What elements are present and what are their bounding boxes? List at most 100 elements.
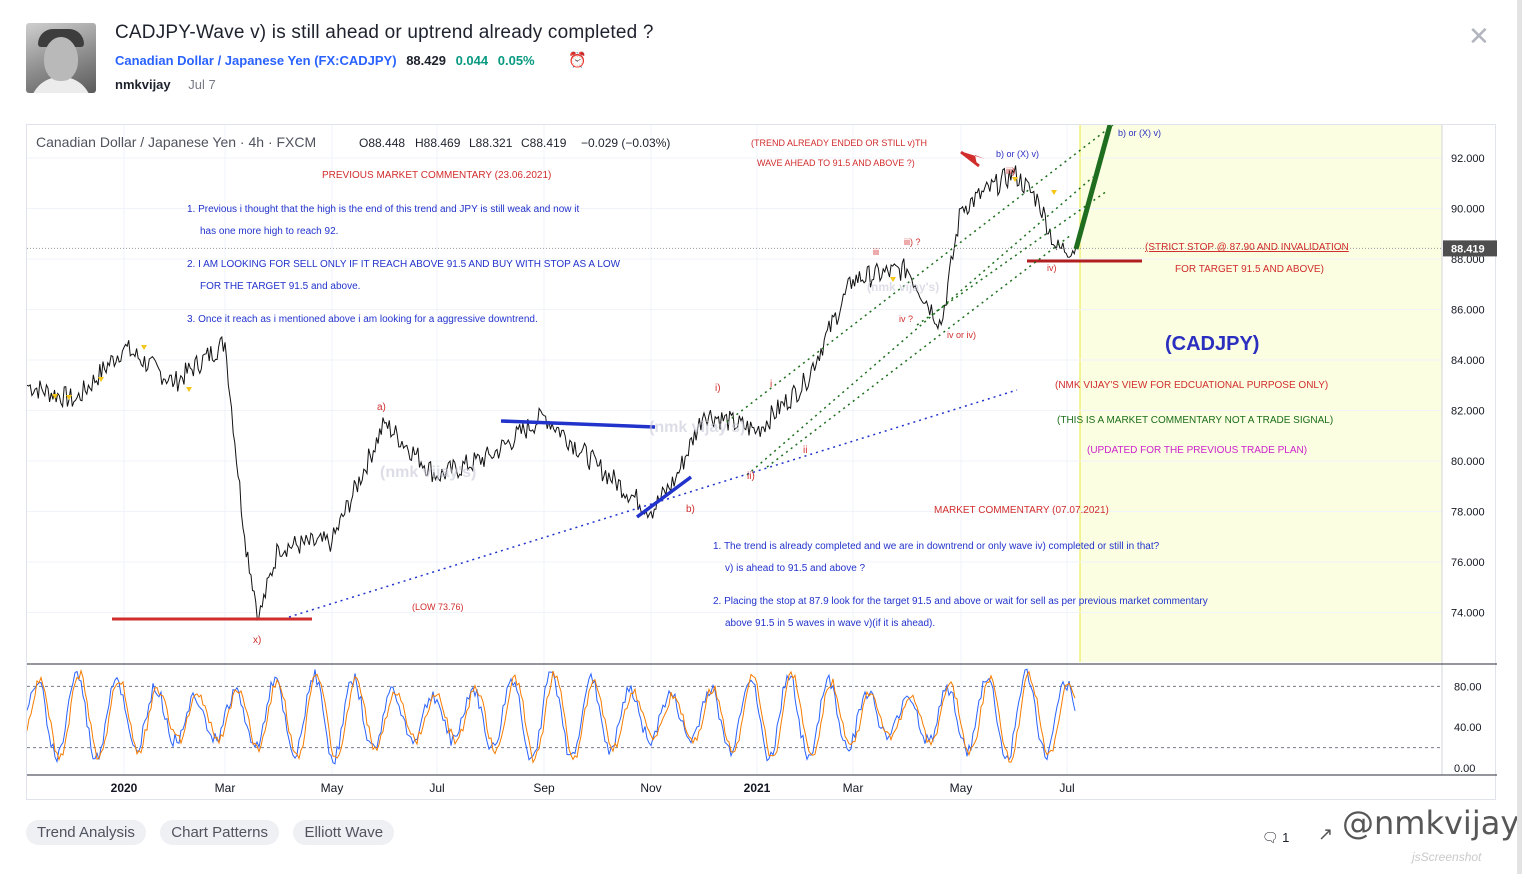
market-commentary-title: MARKET COMMENTARY (07.07.2021) [934,505,1109,516]
ohlc-open: O88.448 [359,136,405,150]
author-avatar[interactable] [26,23,96,93]
y-tick-label: 90.000 [1451,204,1485,216]
channel-lower [766,234,1072,468]
drawings [27,125,1442,621]
osc-level-label: 0.00 [1454,763,1475,775]
fractal-marker [186,387,192,392]
triangle-top-line [500,419,656,429]
x-tick-label: Nov [640,781,661,795]
strict-stop-1: (STRICT STOP @ 87.90 AND INVALIDATION [1145,242,1349,253]
chart-title: Canadian Dollar / Japanese Yen · 4h · FX… [36,134,316,150]
y-tick-label: 80.000 [1451,456,1485,468]
mc-point-1a: 1. The trend is already completed and we… [713,541,1160,552]
fractal-marker [141,345,147,350]
ohlc-low: L88.321 [469,136,513,150]
avatar-face [44,37,78,81]
big-symbol-label: (CADJPY) [1165,333,1259,355]
y-tick-label: 76.000 [1451,557,1485,569]
avatar-shirt [30,77,92,93]
fractal-marker [1051,190,1057,195]
wave-label-iv-or: iv or iv) [947,330,976,340]
wave-label-i: i [770,379,772,390]
wave-label-iii-q: iii) ? [904,237,921,247]
comments-count: 1 [1282,830,1290,845]
mc-point-1b: v) is ahead to 91.5 and above ? [725,563,866,574]
comments-button[interactable]: 🗨 1 [1262,830,1289,846]
chart-container[interactable]: Canadian Dollar / Japanese Yen · 4h · FX… [26,124,1497,801]
osc-level-label: 40.00 [1454,722,1482,734]
prev-point-1b: has one more high to reach 92. [200,226,338,237]
ohlc-close: C88.419 [521,136,567,150]
symbol-change: 0.044 [455,53,489,68]
osc-d-line [27,668,1076,764]
byline: nmkvijay Jul 7 [115,77,216,92]
publish-date: Jul 7 [188,77,216,92]
symbol-name[interactable]: Canadian Dollar / Japanese Yen [115,53,311,68]
mc-point-2b: above 91.5 in 5 waves in wave v)(if it i… [725,618,935,629]
triangle-bottom-line [635,475,693,519]
chart-watermark-3: (nmk vijay's) [867,280,939,294]
screenshot-watermark: jsScreenshot [1412,850,1482,864]
x-tick-label: 2021 [744,781,771,795]
symbol-price: 88.429 [406,53,446,68]
oscillator-pane: 80.00 40.00 0.00 [27,663,1497,775]
close-icon[interactable]: ✕ [1468,21,1490,51]
trend-question-2: WAVE AHEAD TO 91.5 AND ABOVE ?) [757,158,915,168]
alarm-clock-icon[interactable]: ⏰ [568,52,587,69]
symbol-change-pct: 0.05% [497,53,535,68]
x-tick-label: Mar [843,781,864,795]
symbol-link[interactable]: Canadian Dollar / Japanese Yen (FX:CADJP… [115,53,397,68]
wave-label-ii-paren: ii) [747,471,755,482]
tag-chart-patterns[interactable]: Chart Patterns [160,820,279,845]
y-tick-label: 74.000 [1451,608,1485,620]
wave-label-b-or-x: b) or (X) v) [996,149,1039,159]
y-tick-label: 84.000 [1451,355,1485,367]
idea-title: CADJPY-Wave v) is still ahead or uptrend… [115,22,654,43]
channel-middle [746,176,1094,476]
wave-label-iv-q: iv ? [899,314,913,324]
wave-label-ii: ii [803,445,807,456]
wave-label-a: a) [377,402,386,413]
x-tick-label: 2020 [111,781,138,795]
price-series [27,165,1078,622]
symbol-code[interactable]: FX:CADJPY [318,53,393,68]
x-tick-label: Jul [1059,781,1074,795]
chart-background [1079,125,1442,662]
chart-gridlines [27,125,1442,775]
y-tick-label: 86.000 [1451,305,1485,317]
share-icon[interactable]: ↗ [1318,824,1334,844]
author-name[interactable]: nmkvijay [115,77,171,92]
fractal-marker [98,377,104,382]
scrollbar[interactable] [1517,0,1522,874]
x-tick-label: May [321,781,344,795]
symbol-paren-open: ( [310,53,319,68]
red-pointer-arrow [963,152,985,165]
chart-svg[interactable]: Canadian Dollar / Japanese Yen · 4h · FX… [27,125,1497,801]
tag-trend-analysis[interactable]: Trend Analysis [26,820,146,845]
fractal-marker [52,394,58,399]
tag-elliott-wave[interactable]: Elliott Wave [293,820,395,845]
y-tick-label: 78.000 [1451,507,1485,519]
y-tick-label: 82.000 [1451,406,1485,418]
chart-watermark-2: (nmk vijay's) [649,419,745,436]
comment-icon: 🗨 [1262,830,1279,845]
symbol-line: Canadian Dollar / Japanese Yen (FX:CADJP… [115,53,535,68]
wave-label-b: b) [686,504,695,515]
prev-commentary-title: PREVIOUS MARKET COMMENTARY (23.06.2021) [322,170,551,181]
wave-label-iv-paren: iv) [1047,263,1057,273]
tag-list: Trend Analysis Chart Patterns Elliott Wa… [26,820,404,845]
fractal-marker [66,395,72,400]
annotation-texts: Canadian Dollar / Japanese Yen · 4h · FX… [36,128,1349,646]
axes: 74.000 76.000 78.000 80.000 82.000 84.000 86.0… [27,125,1497,795]
projection-arrow [1073,125,1113,250]
chart-watermark-1: (nmk vijay's) [380,464,476,481]
red-pointer-shaft [960,150,980,168]
wave-label-iii: iii [873,247,879,257]
symbol-paren-close: ) [392,53,397,68]
view-disclaimer: (NMK VIJAY'S VIEW FOR EDCUATIONAL PURPOS… [1055,380,1328,391]
channel-upper [726,125,1114,423]
y-tick-label: 92.000 [1451,153,1485,165]
ohlc-change: −0.029 (−0.03%) [581,136,670,150]
price-line [27,165,1078,622]
